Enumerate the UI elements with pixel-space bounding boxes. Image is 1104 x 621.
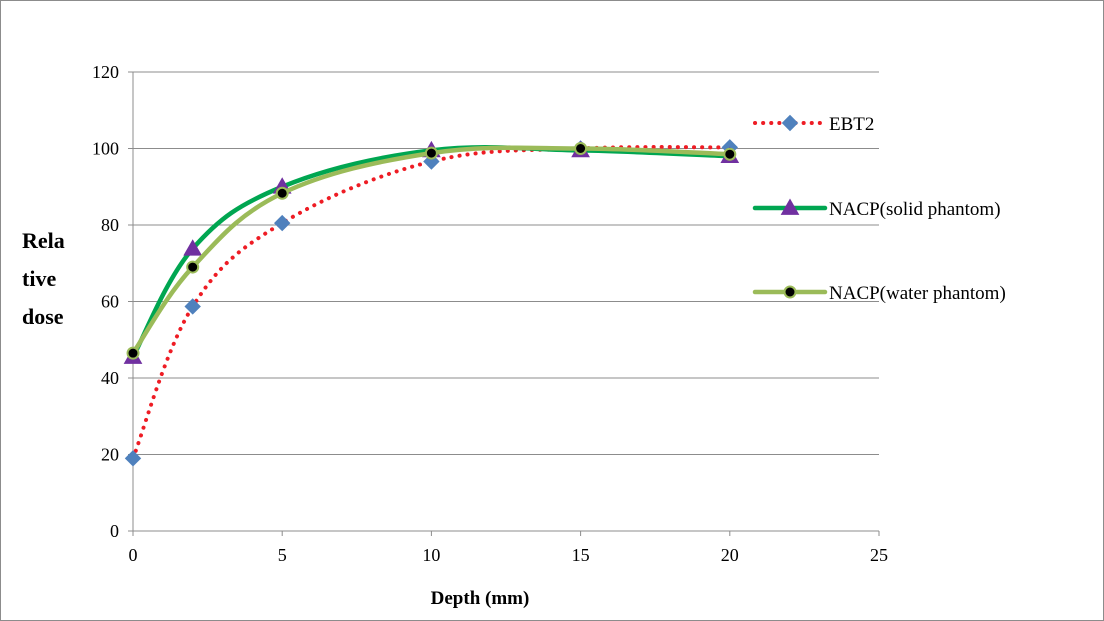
x-tick-label: 0 <box>129 545 138 565</box>
series-line <box>130 145 733 360</box>
legend-label: EBT2 <box>829 114 874 135</box>
y-tick-label: 20 <box>101 445 119 465</box>
series-markers <box>124 139 739 467</box>
legend-marker <box>783 285 797 299</box>
y-tick-label: 120 <box>92 62 119 82</box>
legend-label: NACP(water phantom) <box>829 283 1006 304</box>
data-point <box>186 260 200 274</box>
y-tick-label: 80 <box>101 215 119 235</box>
axes: 0 20 40 60 80 100 120 0 5 10 15 20 25 <box>92 62 888 565</box>
legend: EBT2 NACP(solid phantom) NACP(water phanto… <box>752 114 1006 304</box>
x-tick-label: 10 <box>422 545 440 565</box>
series-2 <box>130 145 733 356</box>
y-tick-label: 0 <box>110 521 119 541</box>
legend-item-1: NACP(solid phantom) <box>752 198 1001 220</box>
data-point <box>126 346 140 360</box>
data-point <box>723 147 737 161</box>
x-tick-label: 20 <box>721 545 739 565</box>
series-line <box>131 145 732 461</box>
x-tick-label: 15 <box>572 545 590 565</box>
series-line <box>130 145 733 356</box>
legend-item-0: EBT2 <box>753 114 874 135</box>
y-tick-label: 40 <box>101 368 119 388</box>
legend-marker <box>780 198 800 215</box>
data-point <box>124 450 142 467</box>
series-0 <box>131 145 732 461</box>
legend-label: NACP(solid phantom) <box>829 199 1001 220</box>
x-axis-title: Depth (mm) <box>431 588 530 609</box>
legend-marker <box>781 114 799 132</box>
x-tick-label: 25 <box>870 545 888 565</box>
data-point <box>184 298 201 315</box>
y-tick-label: 100 <box>92 139 119 159</box>
x-tick-label: 5 <box>278 545 287 565</box>
data-point <box>574 142 588 155</box>
series-1 <box>130 145 733 360</box>
data-point <box>273 214 291 232</box>
series-markers <box>123 140 740 364</box>
series-group <box>123 139 740 467</box>
legend-item-2: NACP(water phantom) <box>752 283 1006 304</box>
data-point <box>424 146 438 160</box>
series-markers <box>126 142 737 360</box>
y-axis-title: Relative dose <box>22 228 65 329</box>
data-point <box>275 186 289 200</box>
gridlines <box>133 71 879 455</box>
y-tick-label: 60 <box>101 292 119 312</box>
data-point <box>183 239 203 256</box>
